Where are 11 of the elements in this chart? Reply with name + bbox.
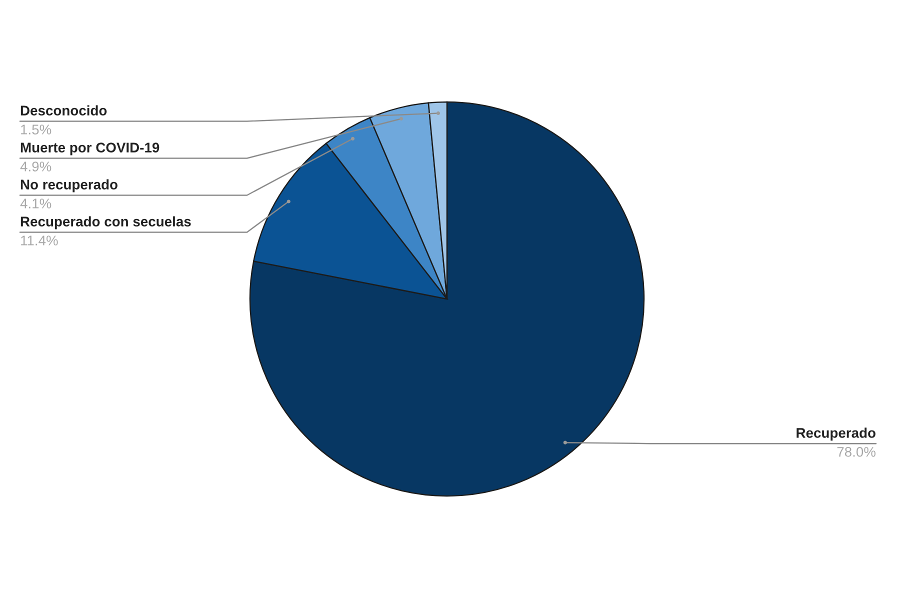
data-label: 1.5% <box>21 124 52 134</box>
slice-label: Muerte por COVID-19 <box>20 142 160 156</box>
slice-label: Recuperado con secuelas <box>20 216 191 230</box>
data-label: 4.1% <box>20 198 52 208</box>
data-label: 78.0% <box>837 446 876 457</box>
data-label: 11.4% <box>21 236 58 246</box>
slice-label: Desconocido <box>20 105 107 116</box>
slice-label: Recuperado <box>796 428 876 441</box>
data-label: 4.9% <box>20 162 52 172</box>
pie-slice <box>249 101 645 497</box>
slice-label: No recuperado <box>20 179 118 192</box>
